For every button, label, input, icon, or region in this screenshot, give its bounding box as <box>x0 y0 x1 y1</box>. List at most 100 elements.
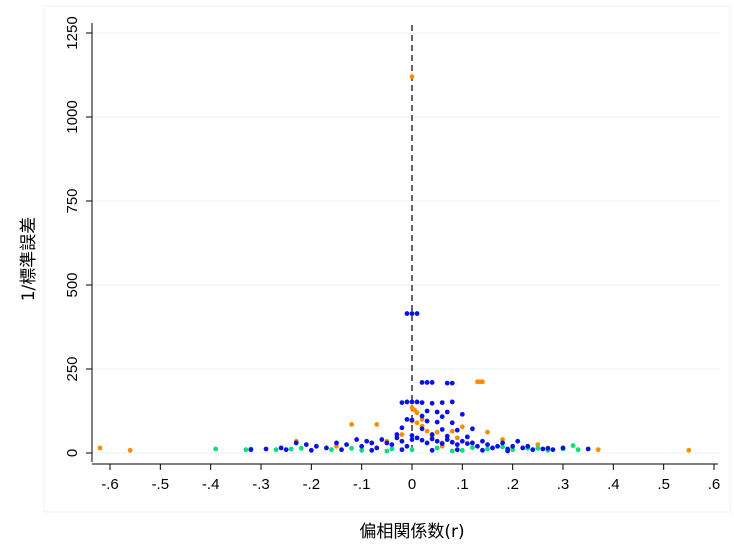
data-point <box>278 445 284 451</box>
data-point <box>359 447 365 453</box>
x-tick-label: .4 <box>607 476 620 493</box>
data-point <box>313 443 319 449</box>
data-point <box>535 445 541 451</box>
data-point <box>686 447 692 453</box>
data-point <box>303 442 309 447</box>
data-point <box>293 440 299 446</box>
data-point <box>414 410 420 416</box>
data-point <box>419 417 425 422</box>
data-point <box>97 445 103 451</box>
data-point <box>449 420 455 426</box>
x-tick-label: -.3 <box>252 476 270 493</box>
data-point <box>424 408 430 414</box>
data-point <box>399 400 405 405</box>
data-point <box>485 446 490 452</box>
data-point <box>374 422 380 427</box>
data-point <box>399 432 405 437</box>
data-point <box>454 427 460 433</box>
data-point <box>419 413 425 419</box>
data-point <box>424 440 430 446</box>
data-point <box>459 424 465 430</box>
data-point <box>449 448 455 454</box>
data-point <box>429 436 435 442</box>
data-point <box>535 442 541 447</box>
tick-labels: 0 250 500 750 1000 1250 -.6 -.5 -.4 -.3 -.2 -.1 0 .1.… <box>64 16 720 493</box>
x-tick-label: -.6 <box>101 476 119 493</box>
data-point <box>449 399 455 405</box>
data-point <box>439 441 445 446</box>
data-point <box>384 440 390 446</box>
data-point <box>288 446 294 452</box>
data-point <box>394 432 400 437</box>
data-point <box>424 418 430 424</box>
data-point <box>298 445 304 451</box>
data-point <box>459 447 465 453</box>
data-point <box>505 448 511 454</box>
x-tick-label: -.1 <box>353 476 371 493</box>
data-point <box>339 447 344 453</box>
data-point <box>419 426 425 432</box>
data-point <box>454 435 460 441</box>
data-point <box>409 74 415 80</box>
data-point <box>490 445 495 451</box>
x-tick-label: 0 <box>408 476 416 493</box>
data-point <box>409 417 415 423</box>
data-point <box>575 447 581 453</box>
data-point <box>414 311 420 316</box>
data-point <box>585 446 591 452</box>
data-point <box>434 429 440 435</box>
data-point <box>127 447 133 453</box>
data-point <box>404 443 410 449</box>
data-point <box>424 428 430 434</box>
data-point <box>404 311 410 316</box>
y-tick-label: 250 <box>64 356 81 381</box>
y-axis-title: 1/標準誤差 <box>19 217 39 302</box>
data-point <box>359 443 365 449</box>
data-point <box>485 429 490 435</box>
data-point <box>419 437 425 443</box>
data-point <box>439 414 445 420</box>
data-point <box>374 445 380 451</box>
data-point <box>449 428 455 434</box>
data-point <box>475 443 480 449</box>
data-point <box>409 447 415 453</box>
data-point <box>404 417 410 422</box>
x-axis-title: 偏相関係数(r) <box>359 522 464 542</box>
data-point <box>439 400 445 405</box>
data-point <box>520 445 526 451</box>
data-point <box>429 380 435 385</box>
data-point <box>369 447 375 453</box>
data-point <box>500 437 505 442</box>
data-point <box>470 445 475 451</box>
data-point <box>409 433 415 438</box>
data-point <box>414 420 420 426</box>
data-point <box>364 438 370 444</box>
data-point <box>550 447 556 453</box>
data-point <box>354 437 360 442</box>
data-point <box>349 445 354 451</box>
data-point <box>243 447 249 453</box>
y-tick-label: 750 <box>64 188 81 213</box>
data-point <box>454 442 460 447</box>
data-point <box>444 409 450 415</box>
data-point <box>334 443 339 449</box>
data-point <box>444 433 450 439</box>
data-point <box>308 447 314 453</box>
x-tick-label: .6 <box>708 476 721 493</box>
plot-frame <box>43 5 731 513</box>
data-point <box>459 411 465 417</box>
data-point <box>470 426 475 432</box>
data-point <box>414 399 420 405</box>
data-point <box>394 435 400 441</box>
data-point <box>510 447 516 453</box>
data-point <box>409 311 415 316</box>
data-point <box>384 448 390 454</box>
data-point <box>480 438 485 444</box>
data-point <box>595 447 601 453</box>
data-point <box>500 444 505 450</box>
x-tick-label: .5 <box>657 476 670 493</box>
axes <box>86 23 718 470</box>
data-point <box>349 422 354 427</box>
data-point <box>248 447 254 453</box>
